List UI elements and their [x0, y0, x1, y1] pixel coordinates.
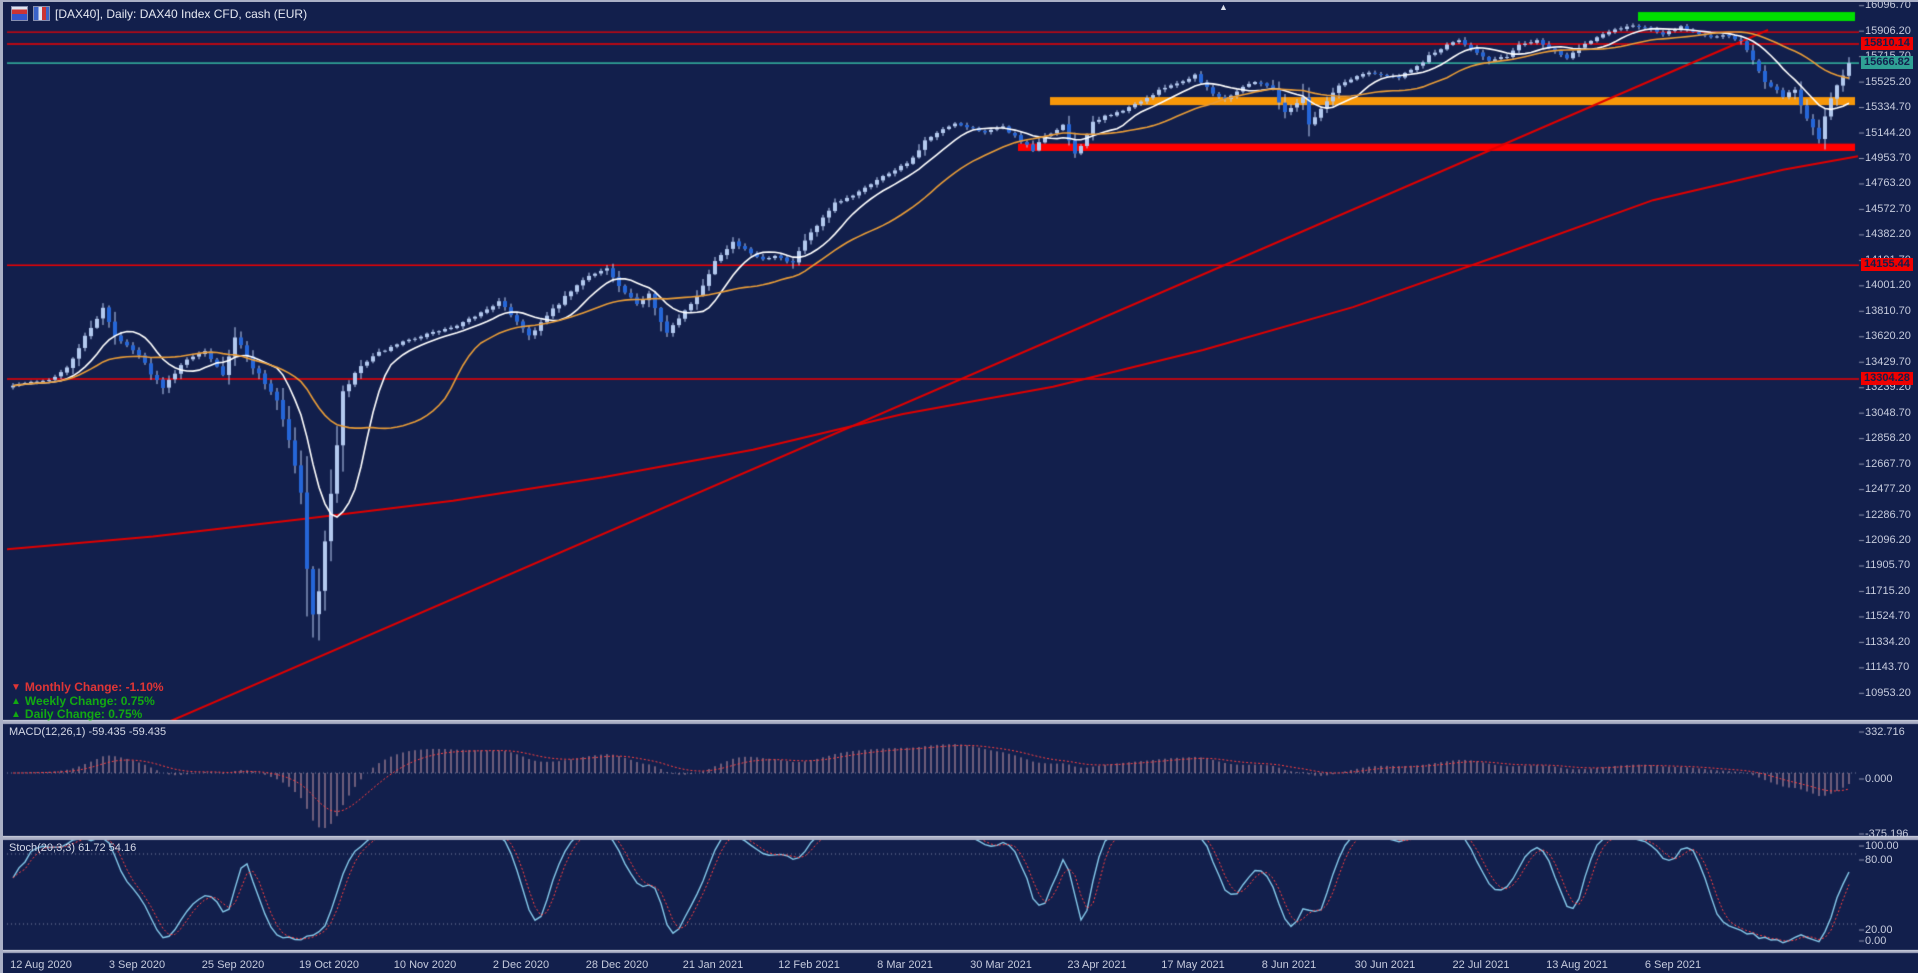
price-axis-label: 15334.70 [1865, 101, 1911, 114]
macd-axis-label: 332.716 [1865, 726, 1905, 738]
stoch-axis-label: 80.00 [1865, 854, 1893, 866]
price-axis-label: 14953.70 [1865, 152, 1911, 164]
chart-title-bar: [DAX40], Daily: DAX40 Index CFD, cash (E… [11, 6, 307, 21]
change-summary-box: ▼ Monthly Change: -1.10% ▲ Weekly Change… [11, 680, 164, 722]
price-chart-canvas[interactable] [3, 2, 1918, 973]
monthly-change-text: Monthly Change: -1.10% [24, 680, 164, 694]
date-axis-label[interactable]: 3 Sep 2020 [108, 959, 166, 971]
date-axis-label[interactable]: 23 Apr 2021 [1067, 959, 1127, 971]
price-axis-label: 10953.20 [1865, 686, 1911, 699]
stoch-axis-label: 0.00 [1865, 935, 1887, 947]
price-axis-label: 12096.20 [1865, 534, 1911, 547]
stoch-axis-label: 100.00 [1865, 840, 1899, 852]
up-arrow-icon: ▲ [11, 709, 21, 720]
price-axis-label: 14001.20 [1865, 279, 1911, 292]
date-axis-label[interactable]: 25 Sep 2020 [201, 959, 265, 971]
macd-axis-label: 0.000 [1865, 773, 1893, 785]
price-axis-label: 13620.20 [1865, 330, 1911, 343]
price-axis-label: 12858.20 [1865, 432, 1911, 445]
macd-indicator-label: MACD(12,26,1) -59.435 -59.435 [9, 726, 167, 738]
price-axis-label: 11715.20 [1865, 584, 1911, 597]
stoch-axis-label: 20.00 [1865, 924, 1893, 936]
date-axis-label[interactable]: 19 Oct 2020 [299, 959, 359, 971]
daily-change: ▲ Daily Change: 0.75% [11, 707, 164, 722]
price-axis-label: 13048.70 [1865, 406, 1911, 419]
chart-type-icon[interactable] [11, 6, 28, 21]
date-axis-label[interactable]: 10 Nov 2020 [393, 959, 457, 971]
weekly-change: ▲ Weekly Change: 0.75% [11, 693, 164, 709]
price-axis-label: 12667.70 [1865, 457, 1911, 470]
price-axis-label: 11905.70 [1865, 559, 1911, 572]
resistance-level-label: 15810.14 [1861, 37, 1913, 50]
price-axis-label: 11334.20 [1865, 635, 1911, 648]
date-axis-label[interactable]: 28 Dec 2020 [585, 959, 649, 971]
price-axis-label: 14572.70 [1865, 202, 1911, 215]
date-axis-label[interactable]: 6 Sep 2021 [1644, 959, 1702, 971]
monthly-change: ▼ Monthly Change: -1.10% [11, 680, 164, 695]
support-level-label: 13304.28 [1861, 372, 1913, 386]
date-axis-label[interactable]: 21 Jan 2021 [682, 959, 744, 971]
date-axis-label[interactable]: 12 Feb 2021 [778, 959, 840, 971]
price-axis-label: 12477.20 [1865, 483, 1911, 496]
daily-change-text: Daily Change: 0.75% [24, 707, 143, 721]
candlestick-icon[interactable] [33, 6, 50, 21]
price-axis-label: 14382.20 [1865, 228, 1911, 241]
date-axis-label[interactable]: 30 Mar 2021 [970, 959, 1032, 971]
date-axis-label[interactable]: 12 Aug 2020 [10, 959, 72, 971]
chart-shift-marker[interactable]: ▲ [1219, 2, 1228, 12]
support-level-label: 14155.44 [1861, 258, 1913, 272]
price-axis-label: 11143.70 [1865, 661, 1910, 674]
date-axis-label[interactable]: 22 Jul 2021 [1452, 959, 1510, 971]
stoch-indicator-label: Stoch(20,3,3) 61.72 54.16 [9, 842, 137, 854]
down-arrow-icon: ▼ [11, 682, 21, 693]
price-axis-label: 14763.20 [1865, 177, 1911, 190]
price-axis-label: 11524.70 [1865, 610, 1911, 623]
macd-axis-label: -375.196 [1865, 828, 1909, 840]
price-axis-label: 13429.70 [1865, 355, 1911, 368]
date-axis-label[interactable]: 13 Aug 2021 [1546, 959, 1608, 971]
date-axis-label[interactable]: 8 Jun 2021 [1261, 959, 1317, 971]
price-axis-label: 15144.20 [1865, 126, 1911, 139]
date-axis-label[interactable]: 2 Dec 2020 [492, 959, 550, 971]
weekly-change-text: Weekly Change: 0.75% [24, 693, 155, 708]
date-axis-label[interactable]: 17 May 2021 [1161, 959, 1225, 971]
date-axis-label[interactable]: 8 Mar 2021 [877, 959, 933, 971]
price-axis-label: 12286.70 [1865, 508, 1911, 521]
current-price-label: 15666.82 [1861, 56, 1913, 70]
price-axis-label: 13810.70 [1865, 304, 1911, 317]
chart-title: [DAX40], Daily: DAX40 Index CFD, cash (E… [55, 6, 308, 21]
price-axis-label: 15906.20 [1865, 24, 1911, 37]
up-arrow-icon: ▲ [11, 695, 21, 707]
price-axis-label: 16096.70 [1865, 0, 1911, 12]
price-axis-label: 15525.20 [1865, 75, 1911, 88]
date-axis-label[interactable]: 30 Jun 2021 [1354, 959, 1416, 971]
